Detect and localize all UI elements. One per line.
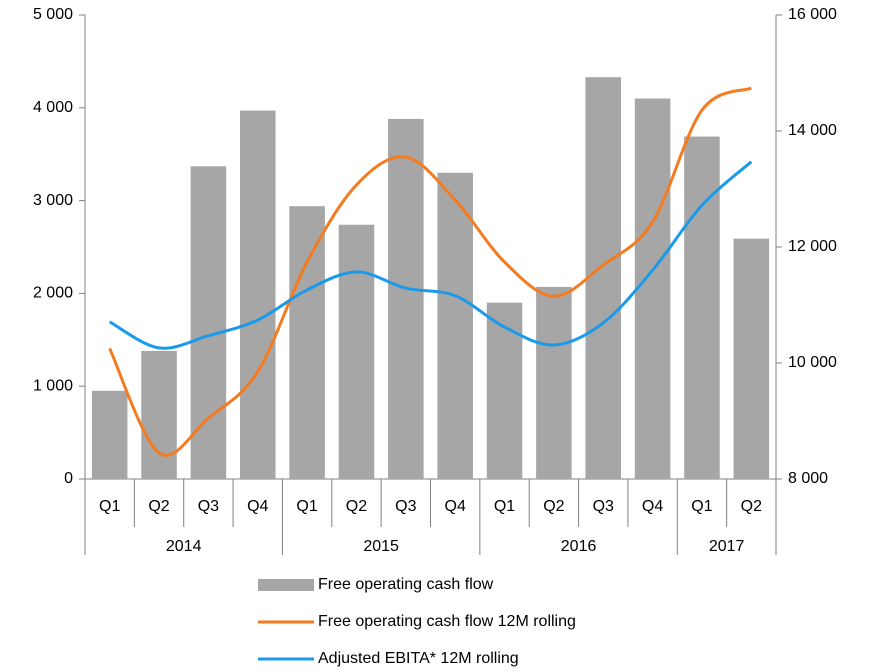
bar [91,390,128,479]
x-tick-label: Q1 [296,498,317,515]
x-tick-label: Q3 [593,498,614,515]
line [108,86,752,457]
legend-swatch [258,579,314,591]
x-tick-label: Q3 [198,498,219,515]
x-group-label: 2015 [363,538,399,555]
bar [388,118,424,479]
y-tick-label: 4 000 [33,99,73,116]
y2-tick-label: 10 000 [788,354,837,371]
y-tick-label: 5 000 [33,6,73,23]
legend-label: Adjusted EBITA* 12M rolling [318,650,519,667]
bar [190,166,227,480]
x-tick-label: Q1 [691,498,712,515]
x-tick-label: Q4 [642,498,663,515]
bar [486,302,523,479]
bar [338,224,375,479]
bar [585,77,622,480]
x-tick-label: Q2 [346,498,367,515]
x-tick-label: Q2 [543,498,564,515]
x-tick-label: Q1 [99,498,120,515]
bar [634,98,671,480]
bar [536,286,572,479]
x-group-label: 2017 [709,538,745,555]
y-tick-label: 0 [64,470,73,487]
x-tick-label: Q3 [395,498,416,515]
y2-tick-label: 12 000 [788,238,837,255]
y2-tick-label: 16 000 [788,6,837,23]
line [108,160,753,350]
y2-tick-label: 14 000 [788,122,837,139]
x-tick-label: Q1 [494,498,515,515]
legend-label: Free operating cash flow 12M rolling [318,613,576,630]
bar [437,172,473,479]
bar [733,238,770,479]
x-tick-label: Q4 [247,498,268,515]
x-tick-label: Q4 [445,498,466,515]
bar [289,206,325,479]
bar [141,350,177,479]
x-group-label: 2014 [166,538,202,555]
x-group-label: 2016 [561,538,597,555]
legend-label: Free operating cash flow [318,576,494,593]
bar [239,110,276,480]
y-tick-label: 2 000 [33,285,73,302]
y-tick-label: 3 000 [33,192,73,209]
y2-tick-label: 8 000 [788,470,828,487]
x-tick-label: Q2 [148,498,169,515]
x-tick-label: Q2 [741,498,762,515]
bar [684,136,720,479]
y-tick-label: 1 000 [33,377,73,394]
